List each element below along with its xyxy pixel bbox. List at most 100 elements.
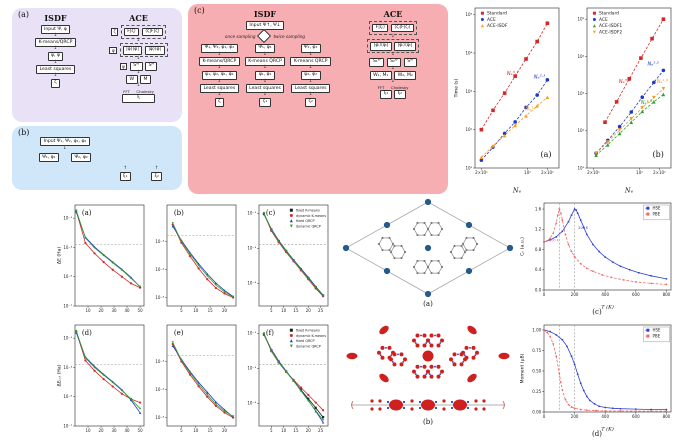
svg-text:fixed QRCP: fixed QRCP xyxy=(296,219,315,223)
svg-text:0.75: 0.75 xyxy=(532,348,541,353)
magnetic-moment-caption: (d) xyxy=(592,430,602,438)
svg-text:10⁻³: 10⁻³ xyxy=(63,365,72,370)
flow-box: W₂, M₂ xyxy=(394,71,417,81)
flow-b-branches: Ψ₁, φ₁ Ψ₂, φ₂ xyxy=(38,153,92,163)
conv-a-svg: 10 20 30 40 50 10⁻¹ 10⁻³ 10⁻⁵ 10⁻⁷ (a) ΔE (Ha) xyxy=(57,204,145,313)
svg-text:2×10¹: 2×10¹ xyxy=(587,170,600,175)
svg-text:10²: 10² xyxy=(524,170,531,175)
convergence-chart-e: 5 10 15 20 10⁻³ 10⁻⁴ 10⁻⁵ (e) xyxy=(147,320,239,442)
series-dynamic-k-means xyxy=(75,211,141,288)
flow-box: Least squares xyxy=(291,84,331,94)
svg-text:40: 40 xyxy=(125,308,131,313)
series-pbe xyxy=(543,329,667,412)
svg-text:Nₑ¹·⁷: Nₑ¹·⁷ xyxy=(525,106,536,112)
flow-arrow: ↓ xyxy=(136,37,141,43)
flow-box: ζ xyxy=(50,78,61,88)
isdf-title: ISDF xyxy=(44,13,67,23)
svg-text:(d): (d) xyxy=(82,329,92,337)
flow-box: Sᵂ xyxy=(129,61,143,71)
flow-columns: ISDF Input Ψ, φ ↓ K-means/QRCP ↓ ψ̂, φ̂ ↓ Least… xyxy=(12,8,182,122)
svg-text:15: 15 xyxy=(208,308,214,313)
flow-b-wrap: Input Ψ₁, Ψ₂, φ₁, φ₂ ↓ Ψ₁, φ₁ Ψ₂, φ₂ ↑ ξ₁ ↑ ξ₂ xyxy=(12,126,182,190)
flow-chip: ζ xyxy=(110,28,119,36)
ace-title: ACE xyxy=(383,9,403,19)
molecular-structure-figure xyxy=(338,196,518,300)
svg-text:5: 5 xyxy=(270,308,273,313)
svg-text:20: 20 xyxy=(306,428,312,433)
flow-arrow: ↓ xyxy=(217,78,222,84)
svg-text:10: 10 xyxy=(281,308,287,313)
svg-text:10⁻³: 10⁻³ xyxy=(247,366,256,371)
svg-text:0: 0 xyxy=(543,414,546,419)
flow-box: Sᴹ xyxy=(145,61,158,71)
flow-box: |φ⟩⟨φ| xyxy=(122,45,143,55)
flow-box: ζ xyxy=(214,97,225,107)
panel-label-a: (a) xyxy=(18,10,30,19)
flow-box: Sᵂ xyxy=(403,57,417,67)
svg-text:Nₑ¹·⁸: Nₑ¹·⁸ xyxy=(657,79,668,85)
svg-text:Nₑ: Nₑ xyxy=(624,187,634,195)
series-fixed-qrcp xyxy=(75,211,141,288)
svg-text:fixed K-means: fixed K-means xyxy=(296,329,320,333)
magnetic-moment-chart: 0 200 400 600 800 0.00 0.25 0.50 0.75 1.00 HSE PBE T… xyxy=(518,320,676,436)
svg-text:30: 30 xyxy=(112,428,118,433)
flow-arrow: ↓ xyxy=(136,83,141,89)
flow-box: ζ₂ xyxy=(305,97,317,107)
svg-text:2×10²: 2×10² xyxy=(541,170,554,175)
svg-text:25: 25 xyxy=(318,308,324,313)
flow-dashed-group: F|ζ⟩ ⟨ζ|F|ζ⟩ xyxy=(120,25,167,39)
panel-label-c: (c) xyxy=(194,6,205,15)
flow-columns: ISDF Input Ψ↑, Ψ↓ once sampling twice sampl… xyxy=(188,4,448,194)
svg-text:10⁻⁵: 10⁻⁵ xyxy=(247,401,256,406)
scaling-a-svg: 2×10¹ 10² 2×10² 10¹ 10² 10³ 10⁴ 10⁵ StandardACEA… xyxy=(454,7,560,195)
flow-box: Ψ₁, φ₁ xyxy=(254,43,276,53)
molecule-a-caption: (a) xyxy=(423,300,433,308)
svg-text:ΔE (Ha): ΔE (Ha) xyxy=(57,247,63,265)
flow-b-output: ↑ ξ₁ xyxy=(119,165,131,181)
svg-text:(c): (c) xyxy=(266,209,276,217)
flow-arrow: ↑ xyxy=(123,165,128,171)
svg-text:600: 600 xyxy=(632,292,640,297)
flow-box: ψ̂₂, φ̂₂ xyxy=(300,70,321,80)
series-dynamic-k-means xyxy=(172,224,234,298)
flow-arrow: ↓ xyxy=(308,51,313,57)
flow-row: F|ζᵢ⟩ ⟨ζᵢ|F|ζᵢ⟩ xyxy=(369,21,417,35)
isdf-title: ISDF xyxy=(253,9,277,19)
svg-text:15: 15 xyxy=(293,428,299,433)
flow-box: K-means QRCP xyxy=(244,57,286,67)
conv-b-svg: 5 10 15 20 10⁻³ 10⁻⁴ 10⁻⁵ (b) xyxy=(155,204,237,313)
conv-e-svg: 5 10 15 20 10⁻³ 10⁻⁴ 10⁻⁵ (e) xyxy=(155,324,237,433)
svg-text:PBE: PBE xyxy=(653,212,661,217)
flow-box: ξ₂ xyxy=(150,172,163,181)
scaling-b-svg: 2×10¹ 10² 2×10²10¹10²10³10⁴10⁵StandardACEA… xyxy=(577,7,672,195)
flow-arrow: ↓ xyxy=(53,73,58,79)
svg-text:2×10¹: 2×10¹ xyxy=(475,170,488,175)
flow-box: ξ₂ xyxy=(394,89,406,99)
svg-text:10²: 10² xyxy=(465,127,472,132)
convergence-chart-f: 5 10 15 20 25 10⁻¹ 10⁻³ 10⁻⁵ fixed K-means dynami… xyxy=(239,320,331,442)
flow-row: ψ Sᵂ Sᴹ xyxy=(119,61,158,71)
svg-text:100 K: 100 K xyxy=(549,238,560,242)
svg-text:Nₑ³·¹: Nₑ³·¹ xyxy=(507,71,518,77)
svg-text:50: 50 xyxy=(138,428,144,433)
svg-text:ACE-ISDF2: ACE-ISDF2 xyxy=(599,30,622,36)
series-fixed-qrcp xyxy=(75,332,141,414)
flow-box: F|ζᵢ⟩ xyxy=(372,23,389,33)
flow-box: ⟨ζ|F|ζ⟩ xyxy=(141,27,164,37)
flowchart-panel-b: (b) Input Ψ₁, Ψ₂, φ₁, φ₂ ↓ Ψ₁, φ₁ Ψ₂, φ₂ ↑ ξ₁ ↑… xyxy=(12,126,182,190)
flow-box: Input Ψ, φ xyxy=(40,25,71,34)
flow-row: φ |φ⟩⟨φ| |φ̂⟩⟨φ̂| xyxy=(109,43,168,58)
svg-text:): ) xyxy=(502,401,506,411)
flow-row: FFT Cholesky xyxy=(376,85,411,90)
flowchart-panel-c: (c) ISDF Input Ψ↑, Ψ↓ once sampling twice sa… xyxy=(188,4,448,194)
convergence-chart-a: 10 20 30 40 50 10⁻¹ 10⁻³ 10⁻⁵ 10⁻⁷ (a) ΔE (Ha) xyxy=(55,200,147,322)
svg-text:HSE: HSE xyxy=(653,206,662,211)
isdf-branch-column: Ψ₂, φ₂ ↓ K-means QRCP ↓ ψ̂₂, φ̂₂ ↓ Least squar… xyxy=(290,43,331,107)
flow-box: ζ₁ xyxy=(259,97,271,107)
series-dynamic-qrcp xyxy=(75,210,141,287)
isdf-branches: Ψ₁, Ψ₂, φ₁, φ₂ ↓ K-means/QRCP ↓ ψ̂₁, ψ̂₂, φ̂… xyxy=(199,43,331,107)
svg-text:1.2: 1.2 xyxy=(535,227,542,232)
